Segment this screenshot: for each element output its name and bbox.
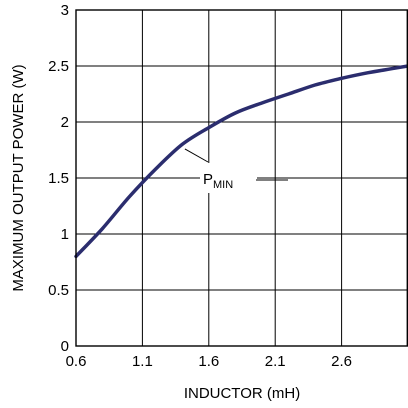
y-tick-label: 2.5 [48,58,69,75]
y-tick-label: 0 [61,338,69,355]
x-tick-label: 2.6 [331,353,352,370]
y-tick-labels: 0 0.5 1 1.5 2 2.5 3 [48,2,69,355]
y-axis-label: MAXIMUM OUTPUT POWER (W) [10,64,27,291]
x-tick-label: 1.6 [198,353,219,370]
x-tick-label: 2.1 [265,353,286,370]
annotation-subscript: MIN [213,179,233,191]
annotation-background [200,163,257,193]
annotation-label: PMIN [203,171,233,191]
y-tick-label: 2 [61,114,69,131]
y-tick-label: 1 [61,226,69,243]
x-axis-label: INDUCTOR (mH) [184,385,300,402]
annotation: PMIN [184,148,288,193]
x-tick-label: 1.1 [132,353,153,370]
series-layer [74,64,408,259]
annotation-main: P [203,171,213,188]
series-line [74,64,408,259]
plot-frame [75,9,408,347]
y-tick-label: 3 [61,2,69,19]
y-tick-label: 0.5 [48,282,69,299]
x-tick-label: 0.6 [66,353,87,370]
grid [76,10,408,346]
x-tick-labels: 0.6 1.1 1.6 2.1 2.6 [66,353,352,370]
annotation-leader-line [184,148,209,163]
y-tick-label: 1.5 [48,170,69,187]
